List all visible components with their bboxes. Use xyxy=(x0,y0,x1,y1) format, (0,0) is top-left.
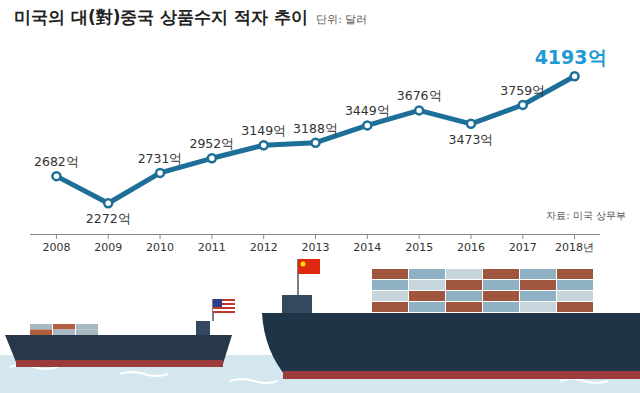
html-text:자료: 미국 상무부: 자료: 미국 상무부 xyxy=(546,210,626,221)
svg-text:3188억: 3188억 xyxy=(293,121,338,136)
svg-text:3473억: 3473억 xyxy=(449,132,494,147)
svg-text:2011: 2011 xyxy=(198,241,226,254)
svg-text:2009: 2009 xyxy=(94,241,122,254)
svg-text:2952억: 2952억 xyxy=(189,136,234,151)
svg-text:2012: 2012 xyxy=(250,241,278,254)
html-text:단위: 달러: 단위: 달러 xyxy=(316,13,368,26)
svg-text:2015: 2015 xyxy=(405,241,433,254)
svg-text:3676억: 3676억 xyxy=(397,88,442,103)
svg-text:2008: 2008 xyxy=(42,241,70,254)
svg-text:2010: 2010 xyxy=(146,241,174,254)
svg-text:3759억: 3759억 xyxy=(500,83,545,98)
svg-text:2014: 2014 xyxy=(353,241,381,254)
html-text:미국의 대(對)중국 상품수지 적자 추이: 미국의 대(對)중국 상품수지 적자 추이 xyxy=(14,7,309,27)
svg-text:2017: 2017 xyxy=(509,241,537,254)
svg-text:2013: 2013 xyxy=(302,241,330,254)
svg-text:3149억: 3149억 xyxy=(241,123,286,138)
svg-text:4193억: 4193억 xyxy=(535,46,607,68)
svg-text:2018년: 2018년 xyxy=(555,241,594,254)
svg-text:3449억: 3449억 xyxy=(345,103,390,118)
svg-text:2731억: 2731억 xyxy=(138,151,183,166)
svg-text:2682억: 2682억 xyxy=(34,154,79,169)
svg-text:2016: 2016 xyxy=(457,241,485,254)
svg-text:2272억: 2272억 xyxy=(86,211,131,226)
